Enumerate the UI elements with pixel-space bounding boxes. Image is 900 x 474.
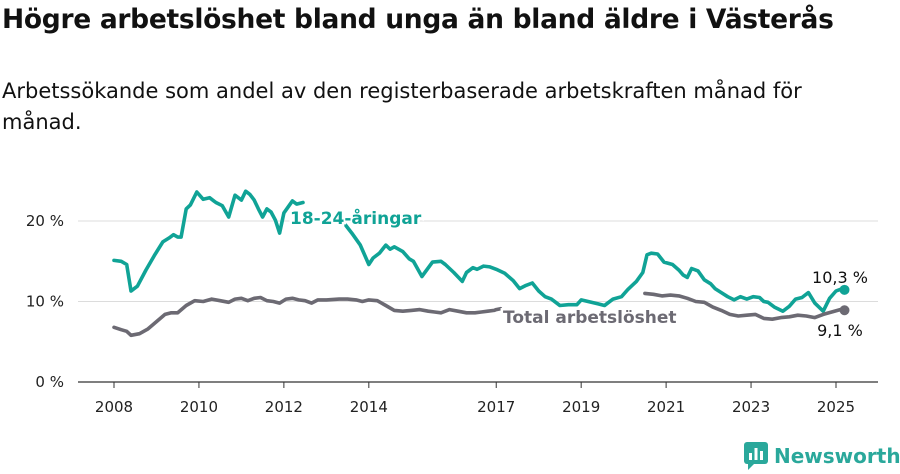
series-layer (112, 189, 850, 338)
x-tick-label: 2012 (265, 398, 303, 416)
x-tick-label: 2025 (817, 398, 855, 416)
end-label-total: 9,1 % (817, 321, 863, 340)
x-tick-label: 2014 (350, 398, 388, 416)
x-tick-label: 2021 (647, 398, 685, 416)
series-line-total (112, 295, 503, 338)
series-line-total (643, 291, 847, 321)
chart-title: Högre arbetslöshet bland unga än bland ä… (2, 4, 834, 35)
x-tick-label: 2017 (477, 398, 515, 416)
x-tick-label: 2019 (562, 398, 600, 416)
y-tick-label: 20 % (26, 212, 64, 230)
chart-subtitle: Arbetssökande som andel av den registerb… (2, 79, 802, 134)
series-label-young: 18-24-åringar (290, 207, 422, 229)
grid-layer: 0 % 10 % 20 % 2008 2010 2012 2014 2017 2019 2021 2… (26, 212, 878, 416)
series-line-young (339, 220, 847, 313)
series-line-young (112, 189, 305, 293)
end-label-young: 10,3 % (812, 268, 868, 287)
end-point-total (839, 305, 850, 316)
newsworthy-logo-icon (744, 442, 768, 470)
x-tick-label: 2010 (180, 398, 218, 416)
brand: Newsworthy (744, 442, 900, 470)
y-tick-label: 10 % (26, 293, 64, 311)
x-tick-label: 2023 (732, 398, 770, 416)
y-tick-label: 0 % (35, 373, 64, 391)
brand-name: Newsworthy (774, 444, 900, 468)
x-tick-label: 2008 (95, 398, 133, 416)
annotation-layer: 18-24-åringar Total arbetslöshet 10,3 % … (288, 205, 868, 341)
end-point-young (839, 284, 850, 295)
series-label-total: Total arbetslöshet (503, 308, 677, 328)
